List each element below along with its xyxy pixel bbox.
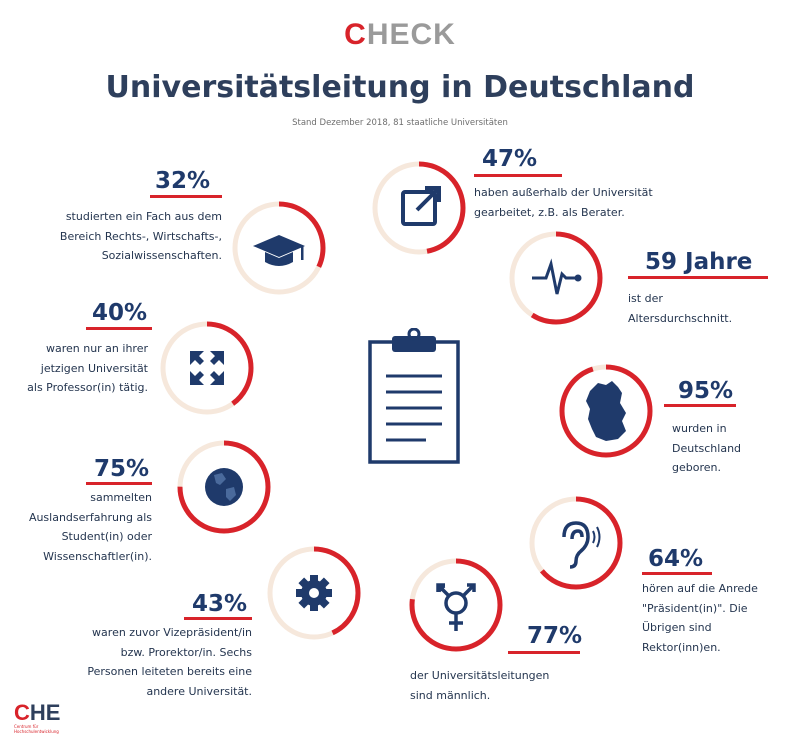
ring-progress [509, 231, 603, 325]
stat-75-underline [86, 482, 152, 485]
ring-32 [232, 201, 326, 295]
stat-32-line-3: Sozialwissenschaften. [101, 249, 222, 262]
graduation-cap-icon [253, 235, 305, 266]
stat-40-value: 40% [92, 300, 148, 326]
stat-75-text: sammelten Auslandserfahrung als Student(… [0, 488, 152, 566]
stat-47-underline [474, 174, 562, 177]
stat-40-text: waren nur an ihrer jetzigen Universität … [0, 339, 148, 398]
ring-progress [529, 496, 623, 590]
ring-progress [409, 558, 503, 652]
stat-59-underline [628, 276, 768, 279]
gender-symbol-icon [436, 583, 476, 631]
stat-40-line-3: als Professor(in) tätig. [27, 381, 148, 394]
stat-47-text: haben außerhalb der Universität gearbeit… [474, 183, 704, 222]
ring-47 [372, 161, 466, 255]
stat-47-value: 47% [482, 146, 538, 172]
germany-map-icon [586, 381, 626, 441]
stat-59-line-1: ist der [628, 292, 663, 305]
stat-32-line-1: studierten ein Fach aus dem [65, 210, 222, 223]
stat-75-value: 75% [94, 456, 150, 482]
ring-77 [409, 558, 503, 652]
ring-progress [160, 321, 254, 415]
ring-75 [177, 440, 271, 534]
stat-40-line-1: waren nur an ihrer [45, 342, 148, 355]
stat-64-line-1: hören auf die Anrede [642, 582, 758, 595]
che-logo-c: C [14, 700, 30, 725]
ring-progress [232, 201, 326, 295]
stat-95-text: wurden in Deutschland geboren. [672, 419, 782, 478]
stat-95-line-3: geboren. [672, 461, 721, 474]
stat-64-text: hören auf die Anrede "Präsident(in)". Di… [642, 579, 792, 657]
stat-64-line-3: Übrigen sind [642, 621, 712, 634]
stat-59-line-2: Altersdurchschnitt. [628, 311, 733, 325]
stat-75-line-2: Auslandserfahrung als [28, 510, 152, 524]
che-logo-subtext: Centrum für Hochschulentwicklung [14, 724, 59, 734]
stat-43-underline [184, 617, 252, 620]
stat-43-value: 43% [192, 591, 248, 617]
stat-75-line-3: Student(in) oder [61, 530, 152, 543]
clipboard-icon [368, 328, 460, 464]
stat-43-line-3: Personen leiteten bereits eine [87, 665, 252, 678]
ring-40 [160, 321, 254, 415]
stat-95-line-2: Deutschland [672, 441, 742, 455]
stat-59-value: 59 Jahre [645, 249, 753, 275]
external-link-icon [401, 186, 441, 226]
stat-59-text: ist der Altersdurchschnitt. [628, 289, 788, 328]
ring-progress [267, 546, 361, 640]
heartbeat-icon [532, 258, 576, 295]
stat-77-underline [508, 651, 580, 654]
stat-40-underline [86, 327, 152, 330]
stat-40-line-2: jetzigen Universität [40, 361, 148, 375]
stat-64-value: 64% [648, 546, 704, 572]
stat-43-line-1: waren zuvor Vizepräsident/in [92, 626, 252, 639]
stat-47-line-2: gearbeitet, z.B. als Berater. [474, 205, 625, 219]
ring-43 [267, 546, 361, 640]
gear-icon [296, 575, 332, 611]
stat-64-line-4: Rektor(inn)en. [642, 640, 721, 654]
stat-43-text: waren zuvor Vizepräsident/in bzw. Prorek… [40, 623, 252, 701]
stat-64-line-2: "Präsident(in)". Die [642, 601, 748, 615]
stat-32-line-2: Bereich Rechts-, Wirtschafts-, [59, 229, 222, 243]
ring-progress [559, 364, 653, 458]
stat-95-line-1: wurden in [672, 422, 727, 435]
expand-arrows-icon [190, 351, 224, 385]
brand-rest: HECK [366, 18, 456, 51]
brand-first-letter: C [344, 18, 367, 51]
stat-95-underline [664, 404, 736, 407]
stat-64-underline [642, 572, 712, 575]
page-subtitle: Stand Dezember 2018, 81 staatliche Unive… [292, 118, 508, 128]
page-title: Universitätsleitung in Deutschland [105, 70, 695, 105]
ring-59 [509, 231, 603, 325]
stat-32-value: 32% [155, 168, 211, 194]
stat-95-value: 95% [678, 378, 734, 404]
stat-75-line-4: Wissenschaftler(in). [43, 549, 152, 563]
stat-77-text: der Universitätsleitungen sind männlich. [410, 666, 590, 705]
stat-43-line-4: andere Universität. [146, 684, 252, 698]
stat-77-line-2: sind männlich. [410, 688, 491, 702]
stat-75-line-1: sammelten [90, 491, 152, 504]
ring-progress [177, 440, 271, 534]
ring-64 [529, 496, 623, 590]
stat-47-line-1: haben außerhalb der Universität [474, 186, 653, 199]
ring-95 [559, 364, 653, 458]
stat-77-line-1: der Universitätsleitungen [410, 669, 550, 682]
stat-32-underline [150, 195, 222, 198]
brand-check: CHECK [0, 18, 800, 52]
ear-icon [562, 521, 601, 569]
stat-77-value: 77% [527, 623, 583, 649]
stat-43-line-2: bzw. Prorektor/in. Sechs [120, 645, 252, 659]
che-logo: CHE [14, 700, 60, 726]
che-logo-he: HE [29, 700, 61, 725]
globe-icon [205, 468, 243, 506]
ring-progress [372, 161, 466, 255]
stat-32-text: studierten ein Fach aus dem Bereich Rech… [20, 207, 222, 266]
